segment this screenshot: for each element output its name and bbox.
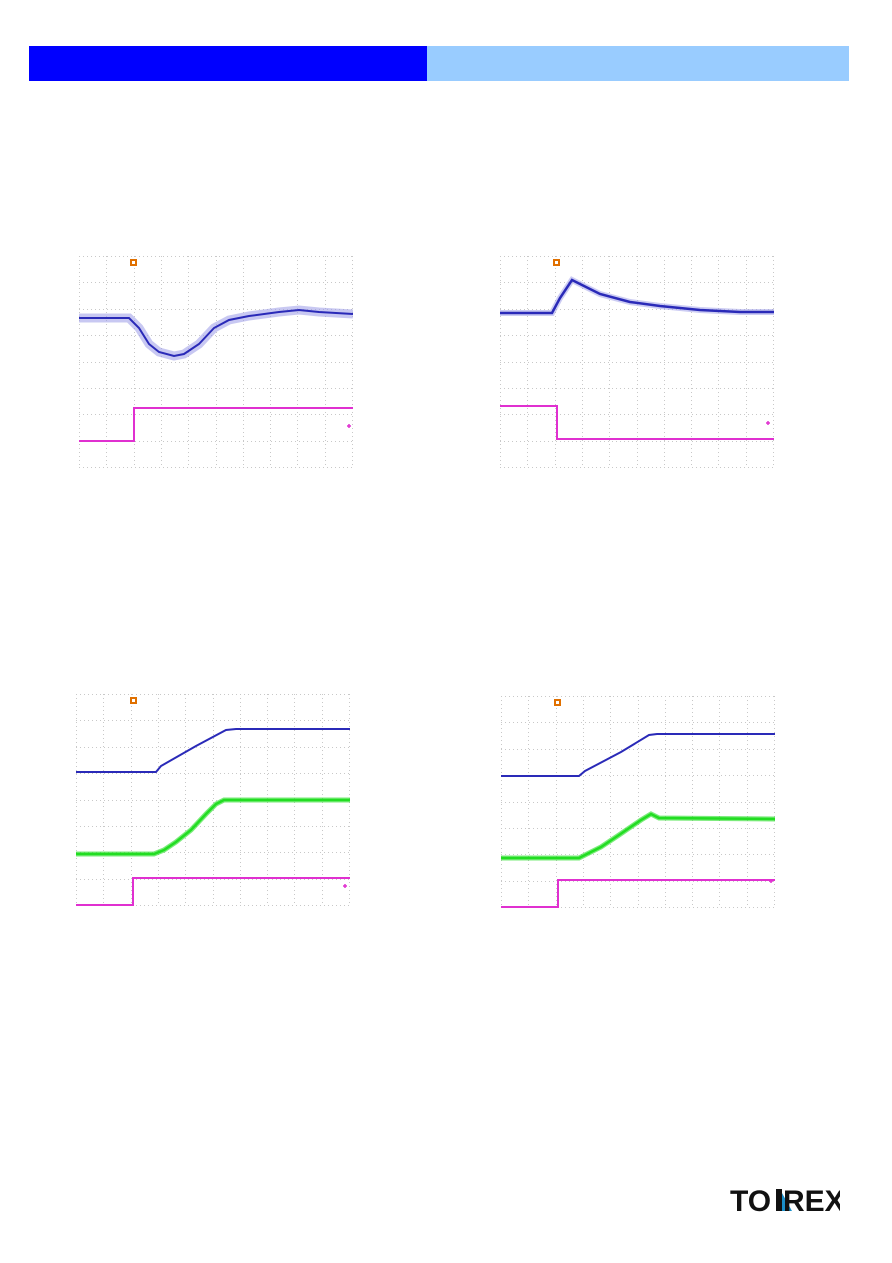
scope-capture-4	[501, 696, 775, 908]
torex-logo: TO REX	[730, 1183, 840, 1215]
trace-inductor-current	[501, 812, 775, 860]
logo-accent-icon	[776, 1189, 782, 1211]
trace-output-voltage	[79, 308, 353, 358]
trace-enable-step	[76, 877, 350, 906]
scope-capture-1	[79, 256, 353, 468]
trigger-marker-icon	[553, 259, 560, 266]
trace-output-voltage	[501, 733, 775, 777]
header-bar-right	[427, 46, 849, 81]
trace-output-voltage	[500, 278, 774, 315]
trace-enable-step	[501, 879, 775, 908]
scope-grid	[76, 694, 350, 906]
scope-grid	[500, 256, 774, 468]
trace-inductor-current	[76, 798, 350, 856]
scope-grid	[79, 256, 353, 468]
channel-end-marker-icon	[766, 421, 770, 425]
channel-end-marker-icon	[769, 879, 773, 883]
logo-prefix: TO	[730, 1185, 771, 1215]
channel-end-marker-icon	[343, 884, 347, 888]
logo-suffix: REX	[783, 1185, 840, 1215]
trace-output-voltage	[76, 728, 350, 773]
trigger-marker-icon	[130, 697, 137, 704]
channel-end-marker-icon	[347, 424, 351, 428]
trigger-marker-icon	[554, 699, 561, 706]
scope-capture-2	[500, 256, 774, 468]
logo-triangle-icon	[782, 1193, 792, 1211]
scope-capture-3	[76, 694, 350, 906]
header-bar-left	[29, 46, 427, 81]
trigger-marker-icon	[130, 259, 137, 266]
scope-grid	[501, 696, 775, 908]
trace-load-step	[79, 407, 353, 442]
trace-load-step	[500, 405, 774, 440]
header-bar	[29, 46, 849, 81]
